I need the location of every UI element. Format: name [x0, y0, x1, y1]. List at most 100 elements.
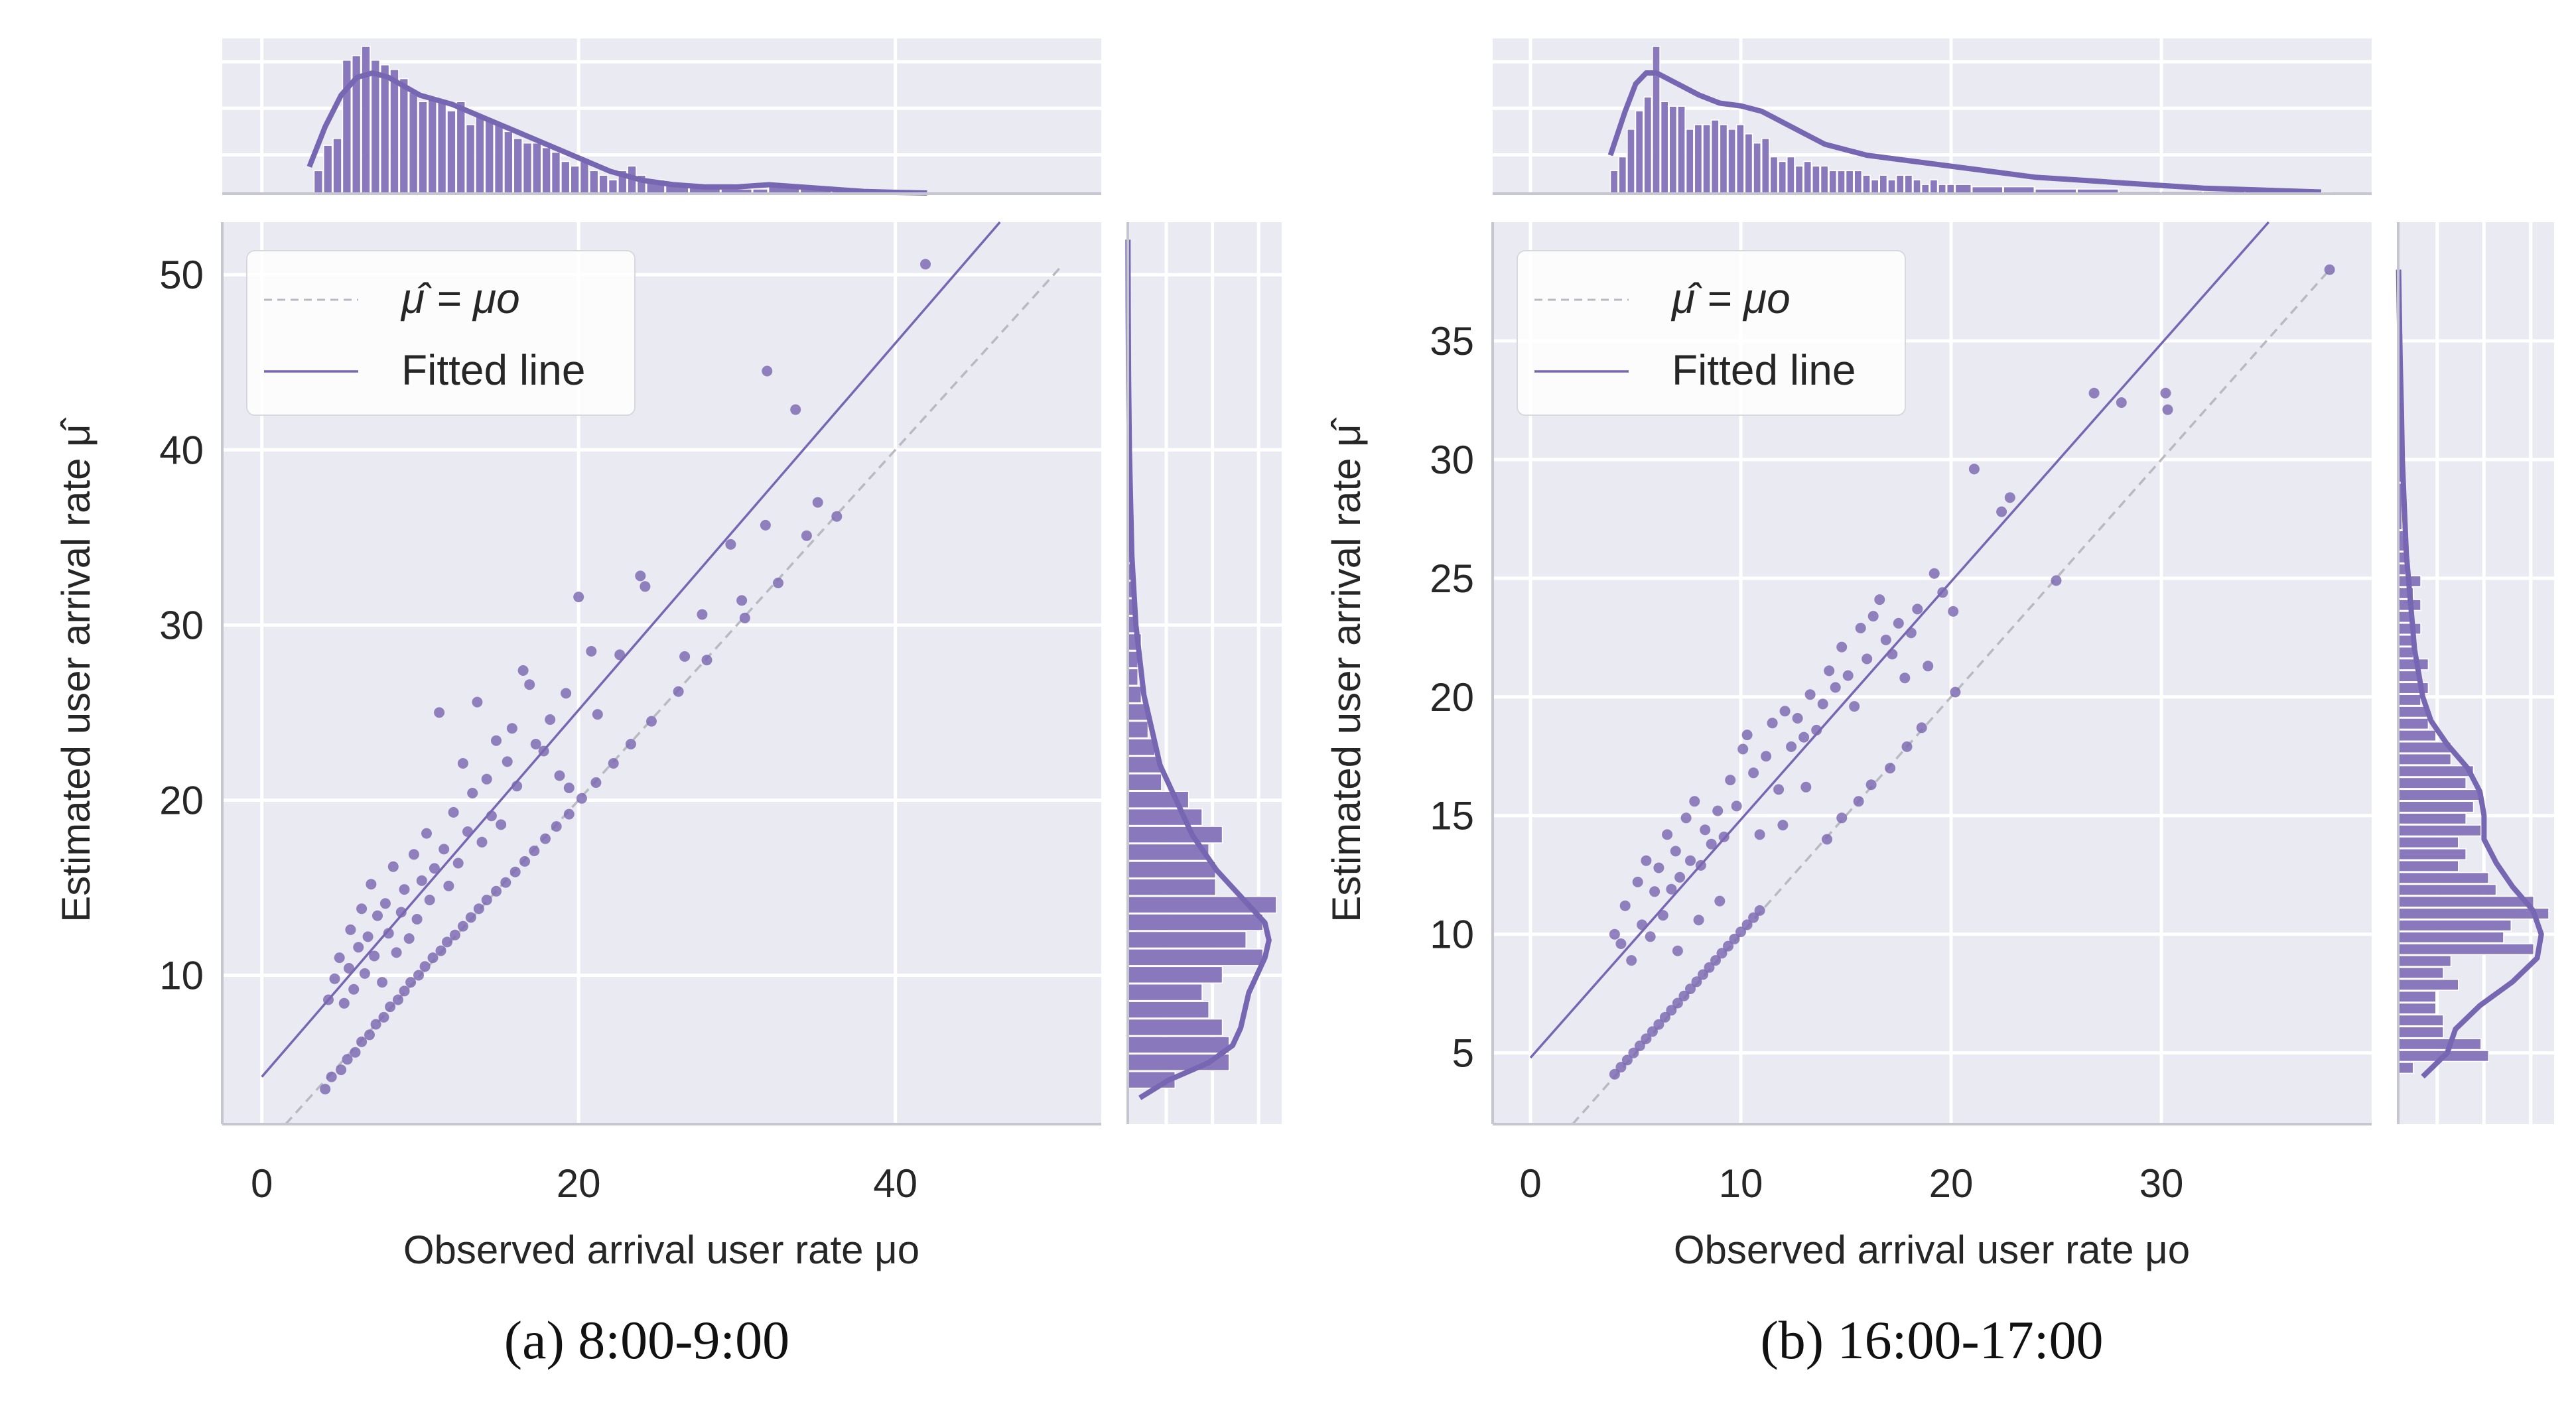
x-hist-bar: [1820, 165, 1829, 194]
scatter-point: [465, 912, 476, 923]
scatter-point: [1853, 796, 1864, 807]
scatter-point: [519, 856, 530, 867]
x-tick-label: 20: [557, 1161, 601, 1206]
axis-lines: [1491, 192, 2400, 1125]
x-hist-bar: [532, 142, 542, 194]
scatter-point: [1824, 665, 1835, 676]
y-hist-bar: [1127, 861, 1217, 879]
scatter-point: [1836, 812, 1848, 824]
scatter-point: [1621, 1054, 1633, 1066]
y-hist-bar: [2398, 871, 2489, 884]
scatter-point: [1689, 796, 1700, 807]
y-hist-bar: [1127, 1001, 1209, 1019]
y-tick-label: 10: [159, 954, 204, 998]
y-hist-bar: [1127, 720, 1149, 739]
x-hist-bar: [541, 147, 551, 194]
x-hist-bar: [323, 145, 333, 194]
legend-box: [1517, 250, 1906, 416]
y-axis-label: Estimated user arrival rate μ̂: [1324, 417, 1369, 922]
x-hist-bar: [1609, 170, 1619, 194]
x-hist-bar: [418, 101, 428, 194]
x-hist-bar: [1845, 170, 1854, 194]
legend: μ̂ = μo Fitted line: [246, 250, 636, 416]
x-hist-bar: [1652, 46, 1661, 194]
scatter-point: [2004, 492, 2015, 503]
identity-line: [285, 265, 1063, 1125]
scatter-point: [369, 950, 380, 962]
scatter-point: [1735, 927, 1746, 938]
y-hist-bar: [2398, 1026, 2444, 1039]
scatter-point: [608, 758, 619, 769]
scatter-point: [326, 1071, 337, 1082]
x-hist-bar: [379, 64, 390, 194]
x-hist-bar: [1627, 129, 1635, 194]
x-hist-bar: [551, 151, 561, 194]
y-hist-bar: [2398, 1014, 2444, 1027]
y-hist-bar: [1127, 878, 1217, 896]
x-hist-bar: [1635, 110, 1644, 194]
x-hist-bar: [313, 170, 324, 194]
scatter-point: [1680, 812, 1692, 824]
x-hist-bar: [1828, 170, 1838, 194]
y-axis-label: Estimated user arrival rate μ̂: [54, 417, 98, 922]
x-hist-bar: [1862, 174, 1871, 194]
x-hist-bar: [608, 179, 618, 194]
x-hist-bar: [1660, 101, 1669, 194]
scatter-point: [1619, 900, 1631, 911]
y-hist-bar: [1127, 1036, 1230, 1054]
scatter-point: [1779, 706, 1791, 717]
scatter-point: [421, 828, 432, 839]
scatter-point: [2162, 404, 2173, 415]
scatter-point: [320, 1084, 331, 1095]
scatter-point: [424, 895, 435, 905]
scatter-point: [1792, 713, 1803, 724]
y-tick-label: 30: [159, 603, 204, 647]
x-hist-bar: [1904, 174, 1913, 194]
x-hist-bar: [1761, 138, 1770, 194]
scatter-point: [586, 646, 597, 657]
scatter-point: [1817, 698, 1828, 710]
scatter-point: [1653, 862, 1664, 873]
x-kde-curve: [1607, 70, 2322, 195]
scatter-point: [1649, 886, 1661, 897]
scatter-point: [395, 907, 407, 918]
y-hist-bar: [1127, 913, 1264, 931]
scatter-point: [1905, 627, 1917, 639]
scatter-point: [1725, 775, 1736, 786]
scatter-point: [1706, 838, 1717, 850]
x-tick-label: 10: [1719, 1161, 1763, 1206]
scatter-point: [1968, 464, 1980, 475]
scatter-point: [1786, 741, 1797, 752]
y-hist-bar: [2398, 1062, 2414, 1074]
panel-caption: (a) 8:00-9:00: [504, 1310, 789, 1370]
x-hist-bar: [370, 60, 380, 194]
scatter-point: [348, 984, 360, 995]
x-hist-bar: [494, 124, 504, 194]
y-tick-label: 50: [159, 253, 204, 297]
scatter-point: [1653, 1019, 1664, 1030]
scatter-point: [1666, 883, 1677, 895]
scatter-point: [1800, 781, 1812, 793]
scatter-point: [370, 1019, 381, 1030]
scatter-point: [1723, 940, 1733, 952]
x-tick-label: 0: [1519, 1161, 1541, 1206]
scatter-point: [416, 875, 427, 886]
scatter-point: [473, 903, 484, 915]
scatter-point: [1647, 1026, 1658, 1037]
scatter-point: [1811, 724, 1822, 735]
top-marginal-histogram: [1607, 46, 2332, 195]
x-hist-bar: [465, 124, 476, 194]
scatter-point: [481, 895, 492, 905]
scatter-point: [434, 707, 445, 718]
scatter-point: [725, 539, 736, 550]
x-hist-bar: [1677, 105, 1686, 194]
scatter-point: [377, 977, 388, 988]
x-hist-bar: [1913, 179, 1921, 194]
scatter-point: [1996, 506, 2007, 517]
scatter-point: [449, 929, 460, 940]
y-hist-bar: [2398, 623, 2421, 635]
x-hist-bar: [1921, 184, 1930, 194]
y-hist-bar: [2398, 967, 2444, 979]
y-hist-bar: [2398, 895, 2535, 908]
scatter-point: [1645, 931, 1656, 942]
